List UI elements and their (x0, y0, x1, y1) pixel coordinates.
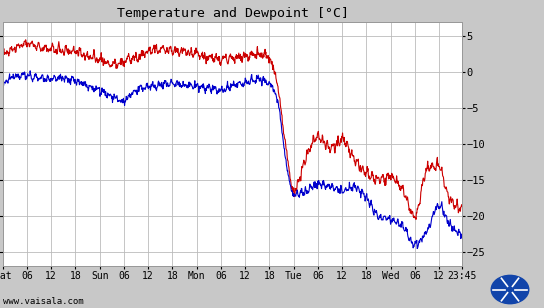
Title: Temperature and Dewpoint [°C]: Temperature and Dewpoint [°C] (116, 7, 349, 20)
Circle shape (491, 275, 529, 304)
Text: www.vaisala.com: www.vaisala.com (3, 298, 83, 306)
